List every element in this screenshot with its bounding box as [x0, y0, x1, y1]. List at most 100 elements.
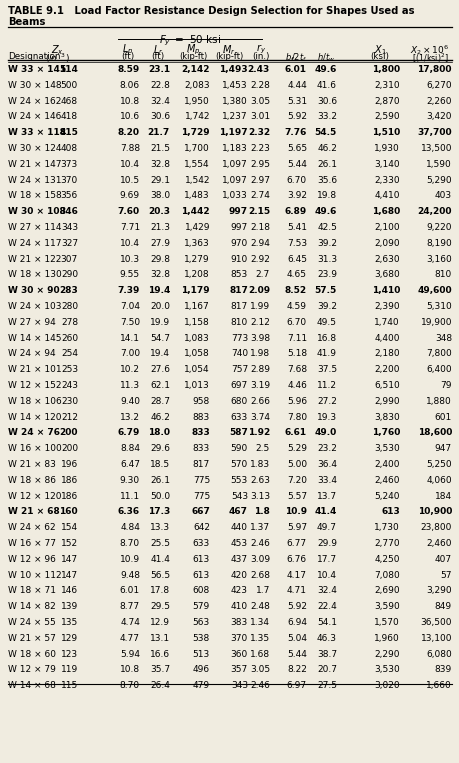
Text: 373: 373 — [61, 159, 78, 169]
Text: 10.9: 10.9 — [120, 555, 140, 564]
Text: 18.5: 18.5 — [150, 460, 170, 469]
Text: 5.96: 5.96 — [286, 397, 306, 406]
Text: $(in.^3)$: $(in.^3)$ — [45, 52, 69, 66]
Text: 1,058: 1,058 — [184, 349, 210, 359]
Text: 6.70: 6.70 — [286, 175, 306, 185]
Text: 36,500: 36,500 — [420, 618, 451, 627]
Text: 1,570: 1,570 — [374, 618, 399, 627]
Text: 2,390: 2,390 — [374, 302, 399, 311]
Text: 3,590: 3,590 — [374, 602, 399, 611]
Text: 8.77: 8.77 — [120, 602, 140, 611]
Text: 27.6: 27.6 — [150, 365, 170, 374]
Text: 10.4: 10.4 — [316, 571, 336, 580]
Text: 633: 633 — [192, 539, 210, 548]
Text: 2.09: 2.09 — [247, 286, 269, 295]
Text: 2.97: 2.97 — [249, 175, 269, 185]
Text: 6.36: 6.36 — [118, 507, 140, 517]
Text: 1,730: 1,730 — [374, 523, 399, 533]
Text: 613: 613 — [192, 555, 210, 564]
Text: 243: 243 — [61, 381, 78, 390]
Text: 970: 970 — [230, 239, 247, 248]
Text: 423: 423 — [230, 587, 247, 595]
Text: W 14 × 68: W 14 × 68 — [8, 681, 56, 691]
Text: 2,290: 2,290 — [374, 649, 399, 658]
Text: 833: 833 — [192, 444, 210, 453]
Text: 5.92: 5.92 — [286, 112, 306, 121]
Text: W 18 × 60: W 18 × 60 — [8, 649, 56, 658]
Text: 3.09: 3.09 — [249, 555, 269, 564]
Text: 9.30: 9.30 — [120, 476, 140, 485]
Text: W 24 × 55: W 24 × 55 — [8, 618, 56, 627]
Text: 563: 563 — [192, 618, 210, 627]
Text: 21.7: 21.7 — [147, 128, 170, 137]
Text: 1,493: 1,493 — [219, 65, 247, 74]
Text: W 24 × 117: W 24 × 117 — [8, 239, 62, 248]
Text: 3,290: 3,290 — [425, 587, 451, 595]
Text: 8.70: 8.70 — [120, 539, 140, 548]
Text: 10.3: 10.3 — [120, 255, 140, 263]
Text: 21.5: 21.5 — [150, 144, 170, 153]
Text: 5.44: 5.44 — [286, 649, 306, 658]
Text: 39.2: 39.2 — [316, 302, 336, 311]
Text: 1.34: 1.34 — [249, 618, 269, 627]
Text: (ksi): (ksi) — [369, 52, 389, 61]
Text: 1,279: 1,279 — [184, 255, 210, 263]
Text: 3,140: 3,140 — [374, 159, 399, 169]
Text: 407: 407 — [434, 555, 451, 564]
Text: 2,310: 2,310 — [374, 81, 399, 90]
Text: $M_r$: $M_r$ — [222, 43, 235, 56]
Text: 514: 514 — [59, 65, 78, 74]
Text: W 30 × 124: W 30 × 124 — [8, 144, 62, 153]
Text: 3.01: 3.01 — [249, 112, 269, 121]
Text: 49.6: 49.6 — [314, 65, 336, 74]
Text: 1.8: 1.8 — [253, 507, 269, 517]
Text: 37,700: 37,700 — [416, 128, 451, 137]
Text: 2.12: 2.12 — [250, 318, 269, 327]
Text: 346: 346 — [59, 208, 78, 216]
Text: 22.8: 22.8 — [150, 81, 170, 90]
Text: 4.44: 4.44 — [286, 81, 306, 90]
Text: 8.22: 8.22 — [286, 665, 306, 674]
Text: 1,453: 1,453 — [222, 81, 247, 90]
Text: 50.0: 50.0 — [150, 491, 170, 501]
Text: W 21 × 147: W 21 × 147 — [8, 159, 62, 169]
Text: 2.95: 2.95 — [249, 159, 269, 169]
Text: 410: 410 — [230, 602, 247, 611]
Text: 35.6: 35.6 — [316, 175, 336, 185]
Text: W 12 × 79: W 12 × 79 — [8, 665, 56, 674]
Text: W 30 × 148: W 30 × 148 — [8, 81, 62, 90]
Text: 6.76: 6.76 — [286, 555, 306, 564]
Text: 54.7: 54.7 — [150, 333, 170, 343]
Text: 5.65: 5.65 — [286, 144, 306, 153]
Text: 115: 115 — [61, 681, 78, 691]
Text: 290: 290 — [61, 270, 78, 279]
Text: 8,190: 8,190 — [425, 239, 451, 248]
Text: 500: 500 — [61, 81, 78, 90]
Text: 19,900: 19,900 — [420, 318, 451, 327]
Text: 31.3: 31.3 — [316, 255, 336, 263]
Text: 6,270: 6,270 — [425, 81, 451, 90]
Text: 8.06: 8.06 — [120, 81, 140, 90]
Text: 41.4: 41.4 — [150, 555, 170, 564]
Text: 26.1: 26.1 — [150, 476, 170, 485]
Text: 20.0: 20.0 — [150, 302, 170, 311]
Text: 57.5: 57.5 — [314, 286, 336, 295]
Text: 4.46: 4.46 — [286, 381, 306, 390]
Text: 1,680: 1,680 — [371, 208, 399, 216]
Text: 6.01: 6.01 — [120, 587, 140, 595]
Text: (in.): (in.) — [252, 52, 269, 61]
Text: 129: 129 — [61, 634, 78, 642]
Text: 1,483: 1,483 — [184, 192, 210, 201]
Text: 810: 810 — [434, 270, 451, 279]
Text: 1.68: 1.68 — [249, 649, 269, 658]
Text: 139: 139 — [61, 602, 78, 611]
Text: 4,060: 4,060 — [425, 476, 451, 485]
Text: 6.79: 6.79 — [118, 428, 140, 437]
Text: 33.2: 33.2 — [316, 112, 336, 121]
Text: 27.2: 27.2 — [316, 397, 336, 406]
Text: 1,410: 1,410 — [371, 286, 399, 295]
Text: 23.1: 23.1 — [147, 65, 170, 74]
Text: 19.8: 19.8 — [316, 192, 336, 201]
Text: 3,420: 3,420 — [425, 112, 451, 121]
Text: 590: 590 — [230, 444, 247, 453]
